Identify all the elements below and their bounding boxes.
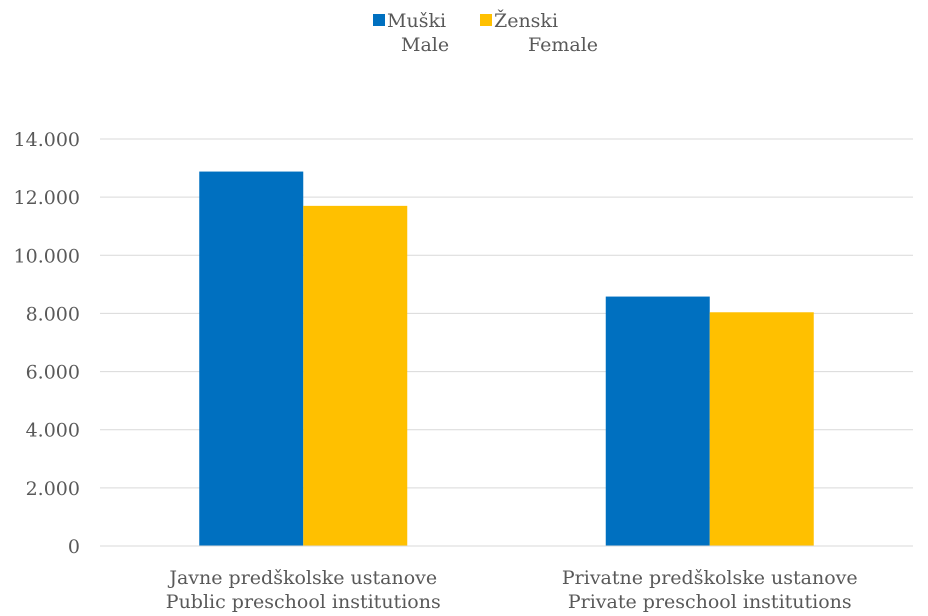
legend-label: Male — [401, 34, 449, 56]
bar — [199, 171, 304, 546]
y-tick-label: 2.000 — [26, 478, 80, 500]
bars — [199, 171, 814, 546]
y-tick-label: 14.000 — [14, 129, 80, 151]
bar — [605, 296, 710, 546]
legend-label: Ženski — [494, 9, 558, 32]
legend-label: Female — [528, 34, 598, 56]
x-category-label: Privatne predškolske ustanove — [562, 567, 858, 589]
x-category-label: Public preschool institutions — [166, 591, 441, 613]
bar — [303, 205, 408, 546]
legend-swatch — [480, 14, 492, 26]
y-tick-label: 0 — [68, 536, 80, 558]
legend-label: Muški — [387, 10, 446, 32]
legend-swatch — [373, 14, 385, 26]
x-category-label: Private preschool institutions — [568, 591, 852, 613]
y-tick-label: 12.000 — [14, 187, 80, 209]
x-category-label: Javne predškolske ustanove — [167, 567, 437, 589]
y-tick-label: 8.000 — [26, 303, 80, 325]
bar — [709, 312, 814, 546]
y-tick-label: 10.000 — [14, 245, 80, 267]
y-tick-label: 4.000 — [26, 420, 80, 442]
y-tick-label: 6.000 — [26, 362, 80, 384]
y-axis-ticks: 0 2.000 4.000 6.000 8.000 10.000 12.000 14.000 — [14, 129, 80, 558]
